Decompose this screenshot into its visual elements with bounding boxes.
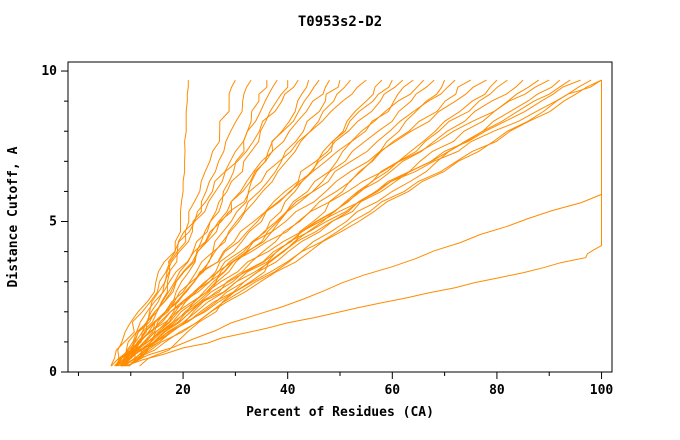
x-axis-label: Percent of Residues (CA) xyxy=(246,405,434,420)
series-line xyxy=(111,79,299,367)
series-line xyxy=(118,79,404,367)
series-line xyxy=(114,79,456,367)
series-line xyxy=(115,79,252,367)
x-tick-label: 20 xyxy=(175,383,191,398)
series-line xyxy=(116,79,341,367)
series-line xyxy=(126,79,602,367)
axes: 20 40 60 80 100 0 5 10 xyxy=(41,61,614,398)
series-lines xyxy=(110,79,602,367)
chart-title: T0953s2-D2 xyxy=(298,14,382,30)
y-tick-label: 10 xyxy=(41,64,57,79)
x-tick-label: 80 xyxy=(489,383,505,398)
series-line xyxy=(123,79,487,367)
series-line xyxy=(122,79,425,367)
series-line xyxy=(128,79,310,367)
series-line xyxy=(128,79,393,367)
series-line xyxy=(139,79,446,367)
series-line xyxy=(116,79,367,367)
x-tick-label: 100 xyxy=(590,383,614,398)
series-line xyxy=(115,79,571,367)
series-line xyxy=(114,80,189,367)
series-line xyxy=(121,79,581,367)
x-tick-label: 40 xyxy=(280,383,296,398)
series-line xyxy=(130,80,602,364)
series-line xyxy=(117,79,602,367)
series-line xyxy=(116,79,320,367)
x-tick-label: 60 xyxy=(384,383,400,398)
series-line xyxy=(121,79,414,367)
series-line xyxy=(120,79,330,367)
y-tick-label: 5 xyxy=(49,215,57,230)
series-line xyxy=(125,80,602,367)
y-axis-label: Distance Cutoff, A xyxy=(6,146,21,287)
y-tick-label: 0 xyxy=(49,365,57,380)
series-line xyxy=(127,79,524,367)
series-line xyxy=(117,79,550,367)
series-line xyxy=(122,79,508,367)
